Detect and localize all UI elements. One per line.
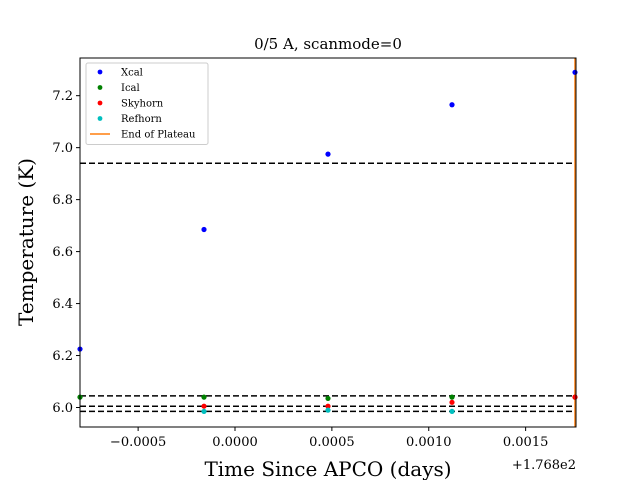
refhorn-point-1 — [325, 407, 331, 413]
x-axis-label: Time Since APCO (days) — [204, 457, 451, 480]
chart-title: 0/5 A, scanmode=0 — [254, 35, 402, 53]
plot-marks — [77, 58, 578, 427]
skyhorn-point-0 — [201, 403, 207, 409]
refhorn-point-0 — [201, 408, 207, 415]
x-axis-offset: +1.768e2 — [512, 458, 576, 473]
axis-ticks: −0.0005 0.0000 0.0005 0.0010 0.0015 6.0 6.2 6.4… — [52, 89, 548, 450]
x-tick-label-3: 0.0010 — [406, 435, 452, 450]
y-tick-label-3: 6.6 — [52, 245, 73, 260]
legend-marker-xcal — [97, 69, 103, 75]
legend-label-xcal: Xcal — [121, 68, 143, 79]
skyhorn-point-1 — [325, 403, 331, 409]
legend-marker-ical — [97, 85, 103, 90]
legend-label-refhorn: Refhorn — [121, 114, 162, 125]
xcal-point-1 — [201, 226, 207, 233]
y-tick-label-4: 6.8 — [52, 193, 73, 208]
x-tick-label-1: 0.0000 — [212, 435, 258, 450]
x-tick-label-0: −0.0005 — [110, 435, 166, 450]
skyhorn-point-2 — [449, 399, 455, 405]
y-tick-label-6: 7.2 — [52, 89, 73, 104]
y-axis-label: Temperature (K) — [14, 158, 38, 326]
ical-point-3 — [449, 394, 455, 400]
legend-box — [85, 62, 209, 145]
skyhorn-point-3 — [572, 394, 578, 400]
y-tick-label-1: 6.2 — [52, 349, 73, 364]
plot-frame — [79, 57, 577, 428]
refhorn-point-2 — [449, 408, 455, 415]
legend-label-ical: Ical — [121, 83, 140, 94]
ical-point-2 — [325, 395, 331, 402]
legend-label-skyhorn: Skyhorn — [121, 99, 164, 110]
y-tick-label-5: 7.0 — [52, 141, 73, 156]
legend-label-end-of-plateau: End of Plateau — [121, 130, 196, 141]
xcal-point-2 — [325, 151, 331, 157]
y-tick-label-2: 6.4 — [52, 297, 73, 312]
legend-marker-refhorn — [97, 116, 103, 121]
xcal-point-4 — [572, 69, 578, 75]
x-tick-label-4: 0.0015 — [503, 435, 549, 450]
legend: Xcal Ical Skyhorn Refhorn End of Plateau — [85, 62, 209, 145]
legend-marker-skyhorn — [97, 100, 103, 106]
ical-point-1 — [201, 394, 207, 400]
y-tick-label-0: 6.0 — [52, 401, 73, 416]
x-tick-label-2: 0.0005 — [309, 435, 355, 450]
xcal-point-3 — [449, 102, 455, 108]
